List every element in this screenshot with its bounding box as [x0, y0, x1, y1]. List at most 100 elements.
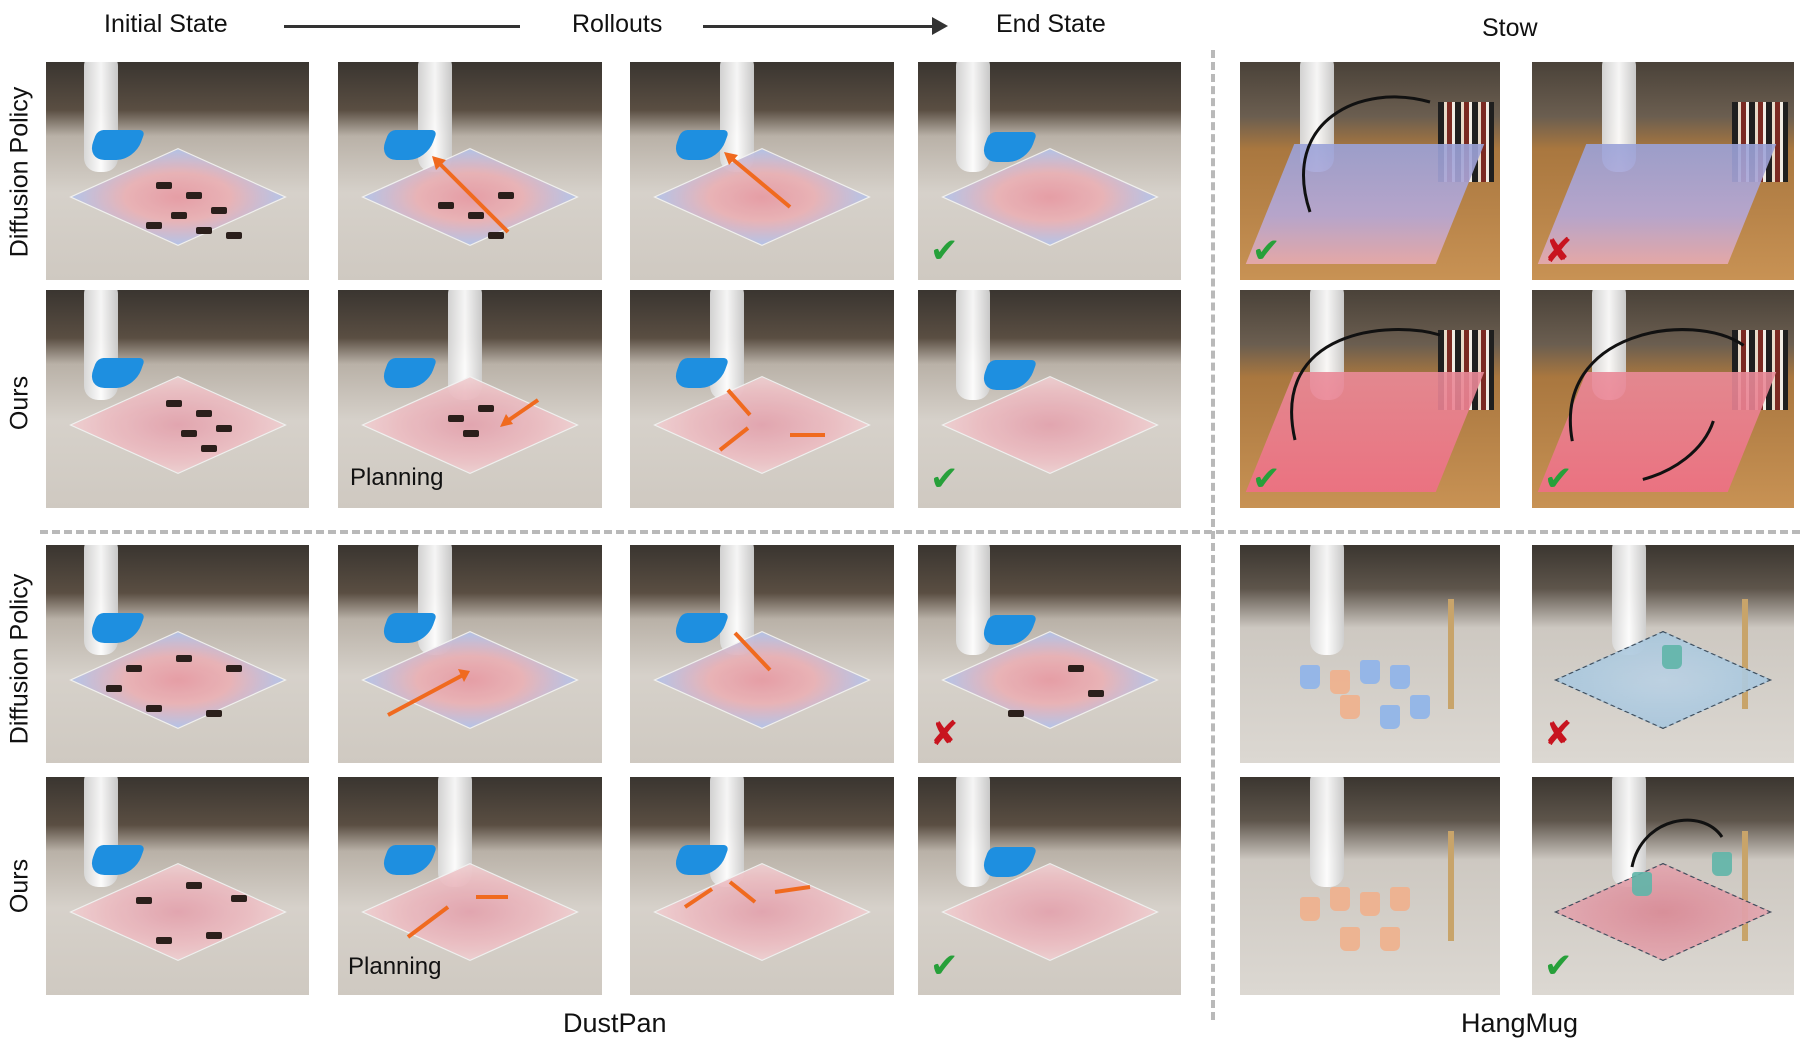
candy	[196, 410, 212, 417]
candy	[146, 705, 162, 712]
failure-cross-icon: ✘	[1544, 715, 1573, 753]
mug	[1340, 927, 1360, 951]
robot-arm	[1310, 545, 1344, 655]
mug-tree	[1742, 599, 1748, 709]
trajectory-curve-icon	[1290, 328, 1441, 441]
robot-arm	[1612, 777, 1646, 887]
trajectory-arrows-icon	[683, 880, 811, 909]
mug	[1360, 660, 1380, 684]
candy	[156, 182, 172, 189]
mug	[1662, 645, 1682, 669]
candy	[126, 665, 142, 672]
panel-dustpan-dp2-initial	[46, 545, 309, 763]
trajectory-arrow-icon	[724, 152, 792, 209]
horizontal-separator	[40, 530, 1800, 534]
mug	[1390, 887, 1410, 911]
success-check-icon: ✔	[930, 232, 959, 270]
candy	[1008, 710, 1024, 717]
header-end-state: End State	[996, 10, 1106, 38]
mug	[1380, 705, 1400, 729]
success-check-icon: ✔	[1544, 947, 1573, 985]
panel-dustpan-ours2-end: ✔	[918, 777, 1181, 995]
vertical-separator	[1211, 50, 1215, 1020]
candy	[106, 685, 122, 692]
candy	[146, 222, 162, 229]
candy	[211, 207, 227, 214]
trajectory-arrow-icon	[387, 669, 470, 717]
candy	[166, 400, 182, 407]
candy	[186, 882, 202, 889]
trajectory-arrow-icon	[733, 631, 772, 672]
mug	[1632, 872, 1652, 896]
candy	[448, 415, 464, 422]
candy	[201, 445, 217, 452]
trajectory-curve-icon	[1630, 818, 1724, 868]
trajectory-curve-icon	[1302, 95, 1431, 213]
panel-hangmug-ours-2: ✔	[1532, 777, 1794, 995]
trajectory-arrow-icon	[500, 398, 540, 427]
trajectory-arrows-icon	[406, 895, 508, 939]
mug	[1390, 665, 1410, 689]
panel-dustpan-dp2-rollout-1	[338, 545, 602, 763]
candy	[478, 405, 494, 412]
mug	[1330, 887, 1350, 911]
candy	[488, 232, 504, 239]
mug	[1410, 695, 1430, 719]
panel-dustpan-dp2-end: ✘	[918, 545, 1181, 763]
panel-dustpan-ours1-rollout-1: Planning	[338, 290, 602, 508]
panel-hangmug-dp-1	[1240, 545, 1500, 763]
success-check-icon: ✔	[1544, 460, 1573, 498]
mug	[1712, 852, 1732, 876]
success-check-icon: ✔	[1252, 460, 1281, 498]
panel-dustpan-ours2-rollout-1: Planning	[338, 777, 602, 995]
header-arrow-head-icon	[932, 17, 948, 35]
header-arrow-line	[703, 25, 933, 28]
panel-stow-dp-1: ✔	[1240, 62, 1500, 280]
success-check-icon: ✔	[930, 460, 959, 498]
row-label-ours-top: Ours	[5, 375, 34, 431]
mug	[1340, 695, 1360, 719]
dustpan	[86, 358, 146, 388]
candy	[438, 202, 454, 209]
mug	[1360, 892, 1380, 916]
panel-dustpan-ours1-end: ✔	[918, 290, 1181, 508]
success-check-icon: ✔	[1252, 232, 1281, 270]
candy	[226, 232, 242, 239]
candy	[186, 192, 202, 199]
panel-dustpan-ours1-rollout-2	[630, 290, 894, 508]
panel-dustpan-ours1-initial	[46, 290, 309, 508]
row-label-diffusion-policy-top: Diffusion Policy	[5, 86, 34, 258]
success-check-icon: ✔	[930, 947, 959, 985]
header-stow: Stow	[1482, 14, 1538, 42]
candy	[196, 227, 212, 234]
panel-stow-dp-2: ✘	[1532, 62, 1794, 280]
row-label-diffusion-policy-bottom: Diffusion Policy	[5, 573, 34, 745]
panel-stow-ours-2: ✔	[1532, 290, 1794, 508]
candy	[181, 430, 197, 437]
candy	[136, 897, 152, 904]
mug	[1300, 665, 1320, 689]
planning-label: Planning	[350, 464, 444, 491]
trajectory-arrow-icon	[432, 156, 510, 234]
mug-tree	[1448, 599, 1454, 709]
candy	[463, 430, 479, 437]
candy	[206, 710, 222, 717]
row-label-ours-bottom: Ours	[5, 858, 34, 914]
dustpan	[86, 130, 146, 160]
candy	[231, 895, 247, 902]
candy	[156, 937, 172, 944]
header-rollouts: Rollouts	[572, 10, 663, 38]
panel-dustpan-dp1-end: ✔	[918, 62, 1181, 280]
panel-stow-ours-1: ✔	[1240, 290, 1500, 508]
robot-arm	[1310, 777, 1344, 887]
candy	[226, 665, 242, 672]
footer-dustpan: DustPan	[563, 1008, 667, 1038]
mug-tree	[1742, 831, 1748, 941]
panel-dustpan-ours2-rollout-2	[630, 777, 894, 995]
candy	[176, 655, 192, 662]
planning-label: Planning	[348, 953, 442, 980]
candy	[1088, 690, 1104, 697]
candy	[206, 932, 222, 939]
candy	[468, 212, 484, 219]
panel-dustpan-dp1-rollout-1	[338, 62, 602, 280]
